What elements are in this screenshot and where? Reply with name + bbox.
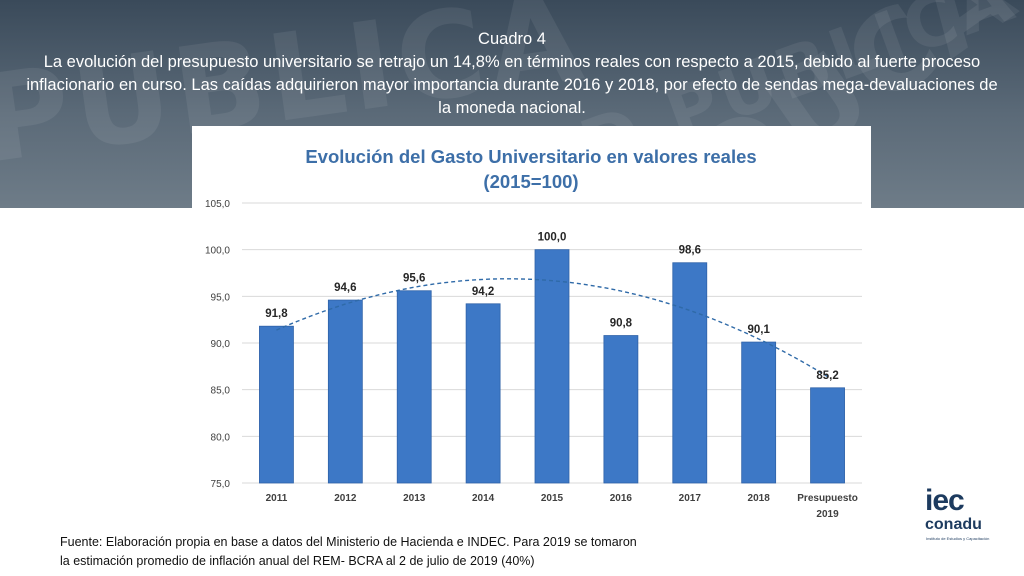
x-tick-label: 2017: [679, 493, 702, 504]
bar: [396, 290, 432, 484]
y-tick-label: 85,0: [211, 386, 231, 397]
logo-subtitle: Instituto de Estudios y Capacitación: [926, 536, 990, 541]
x-tick-label: 2018: [748, 493, 771, 504]
chart-card: Evolución del Gasto Universitario en val…: [192, 126, 871, 528]
y-tick-label: 100,0: [205, 246, 230, 257]
x-tick-label: 2011: [266, 493, 288, 504]
bar: [672, 262, 708, 484]
x-tick-label: 2014: [472, 493, 495, 504]
trendline: [276, 278, 828, 378]
slide-description: La evolución del presupuesto universitar…: [26, 53, 998, 117]
data-label: 90,8: [610, 318, 633, 330]
iec-conadu-logo: iec conadu Instituto de Estudios y Capac…: [925, 484, 1005, 550]
data-label: 100,0: [538, 232, 567, 244]
y-tick-label: 75,0: [211, 479, 231, 490]
data-label: 98,6: [679, 245, 701, 257]
x-tick-label: 2015: [541, 493, 564, 504]
data-label: 85,2: [816, 370, 838, 382]
chart-title-line2: (2015=100): [483, 171, 578, 192]
source-footnote: Fuente: Elaboración propia en base a dat…: [60, 533, 760, 571]
footnote-line-1: Fuente: Elaboración propia en base a dat…: [60, 535, 637, 549]
y-tick-label: 105,0: [205, 199, 230, 210]
data-labels: 91,8 94,6 95,6 94,2 100,0 90,8 98,6 90,1 85,2: [265, 232, 839, 382]
x-tick-label: Presupuesto: [797, 493, 858, 504]
bar: [603, 335, 639, 484]
bar: [534, 249, 570, 484]
x-tick-label: 2016: [610, 493, 633, 504]
logo-text-conadu: conadu: [925, 516, 982, 533]
data-label: 91,8: [265, 308, 288, 320]
y-tick-label: 95,0: [211, 292, 231, 303]
x-tick-label: 2012: [334, 493, 357, 504]
chart-title-line1: Evolución del Gasto Universitario en val…: [305, 146, 756, 167]
footnote-line-2: la estimación promedio de inflación anua…: [60, 554, 535, 568]
data-label: 94,2: [472, 286, 494, 298]
x-axis-ticks: 2011 2012 2013 2014 2015 2016 2017 2018 Presupue…: [266, 493, 858, 520]
slide-title: Cuadro 4: [478, 30, 546, 48]
trendline-path: [276, 278, 828, 378]
y-tick-label: 80,0: [211, 432, 231, 443]
y-axis-ticks: 75,0 80,0 85,0 90,0 95,0 100,0 105,0: [205, 199, 230, 490]
logo-text-iec: iec: [925, 484, 965, 517]
data-label: 95,6: [403, 273, 425, 285]
x-tick-label: 2019: [816, 509, 839, 520]
bar: [327, 299, 363, 484]
data-label: 90,1: [747, 324, 770, 336]
bar: [465, 303, 501, 484]
bar: [259, 325, 294, 484]
y-tick-label: 90,0: [211, 339, 231, 350]
bar: [741, 341, 777, 484]
slide-header: Cuadro 4 La evolución del presupuesto un…: [20, 28, 1004, 120]
data-label: 94,6: [334, 282, 356, 294]
bar: [810, 387, 845, 484]
x-tick-label: 2013: [403, 493, 426, 504]
bars: [259, 249, 845, 484]
bar-chart: Evolución del Gasto Universitario en val…: [205, 146, 862, 520]
